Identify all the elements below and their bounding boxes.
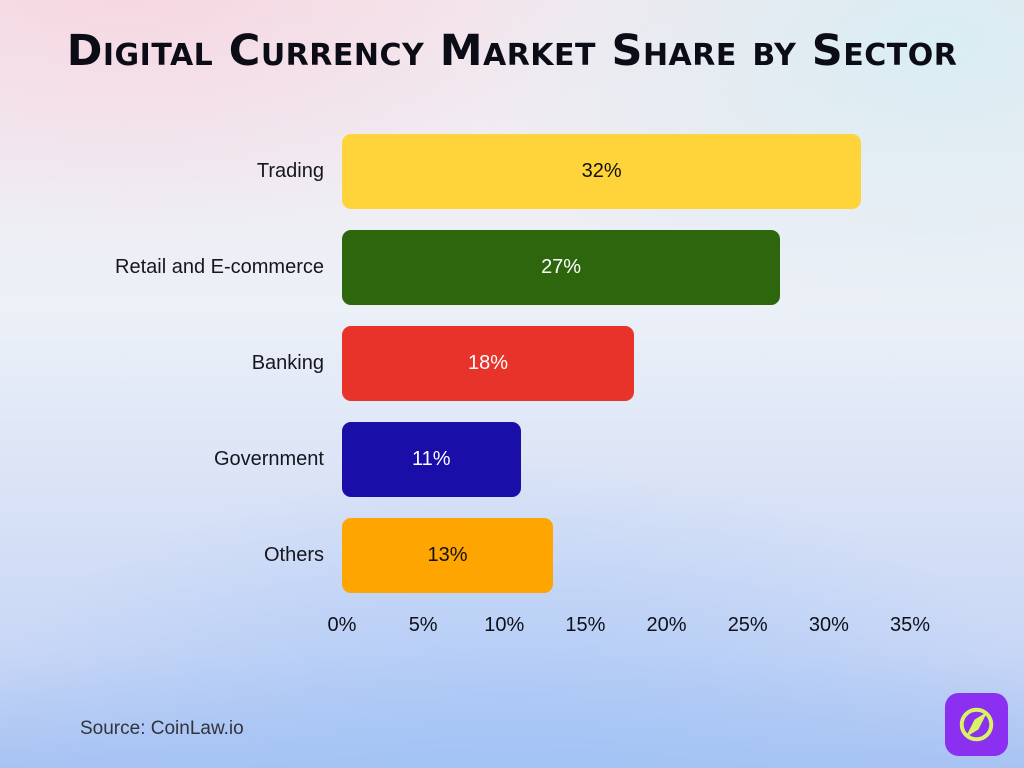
chart-row: Retail and E-commerce 27% <box>42 230 910 305</box>
coinlaw-logo-badge <box>945 693 1008 756</box>
source-text: Source: CoinLaw.io <box>80 718 244 739</box>
bar: 13% <box>342 518 553 593</box>
category-label: Banking <box>251 352 324 374</box>
bar-value-label: 11% <box>411 448 451 470</box>
category-label: Government <box>213 448 324 470</box>
bar-track: 18% <box>342 326 910 401</box>
chart-row: Government 11% <box>42 422 910 497</box>
bar-track: 11% <box>342 422 910 497</box>
category-label: Trading <box>256 160 324 182</box>
category-label: Retail and E-commerce <box>115 256 324 278</box>
category-label: Others <box>263 544 324 566</box>
x-tick-label: 0% <box>327 614 357 636</box>
x-tick-label: 10% <box>484 614 525 636</box>
bar: 11% <box>342 422 521 497</box>
x-axis: 0% 5% 10% 15% 20% 25% 30% 35% <box>328 614 930 644</box>
bar-track: 27% <box>342 230 910 305</box>
chart-title: Digital Currency Market Share by Sector <box>66 26 958 76</box>
bar-value-label: 32% <box>581 160 622 182</box>
bar: 18% <box>342 326 635 401</box>
x-tick-label: 30% <box>808 614 849 636</box>
chart-row: Banking 18% <box>42 326 910 401</box>
compass-leaf-icon <box>945 693 1008 756</box>
x-tick-label: 5% <box>408 614 438 636</box>
bar: 32% <box>342 134 862 209</box>
x-tick-label: 20% <box>646 614 687 636</box>
bar-value-label: 18% <box>468 352 509 374</box>
x-tick-label: 25% <box>727 614 768 636</box>
bar-track: 32% <box>342 134 910 209</box>
bar-chart: Trading 32% Retail and E-commerce 27% Bankin… <box>42 134 930 644</box>
chart-row: Others 13% <box>42 518 910 593</box>
chart-row: Trading 32% <box>42 134 910 209</box>
bar: 27% <box>342 230 781 305</box>
bar-value-label: 27% <box>541 256 582 278</box>
x-tick-label: 35% <box>889 614 931 636</box>
bar-track: 13% <box>342 518 910 593</box>
chart-rows: Trading 32% Retail and E-commerce 27% Bankin… <box>42 134 910 593</box>
bar-value-label: 13% <box>427 544 468 566</box>
x-tick-label: 15% <box>565 614 606 636</box>
